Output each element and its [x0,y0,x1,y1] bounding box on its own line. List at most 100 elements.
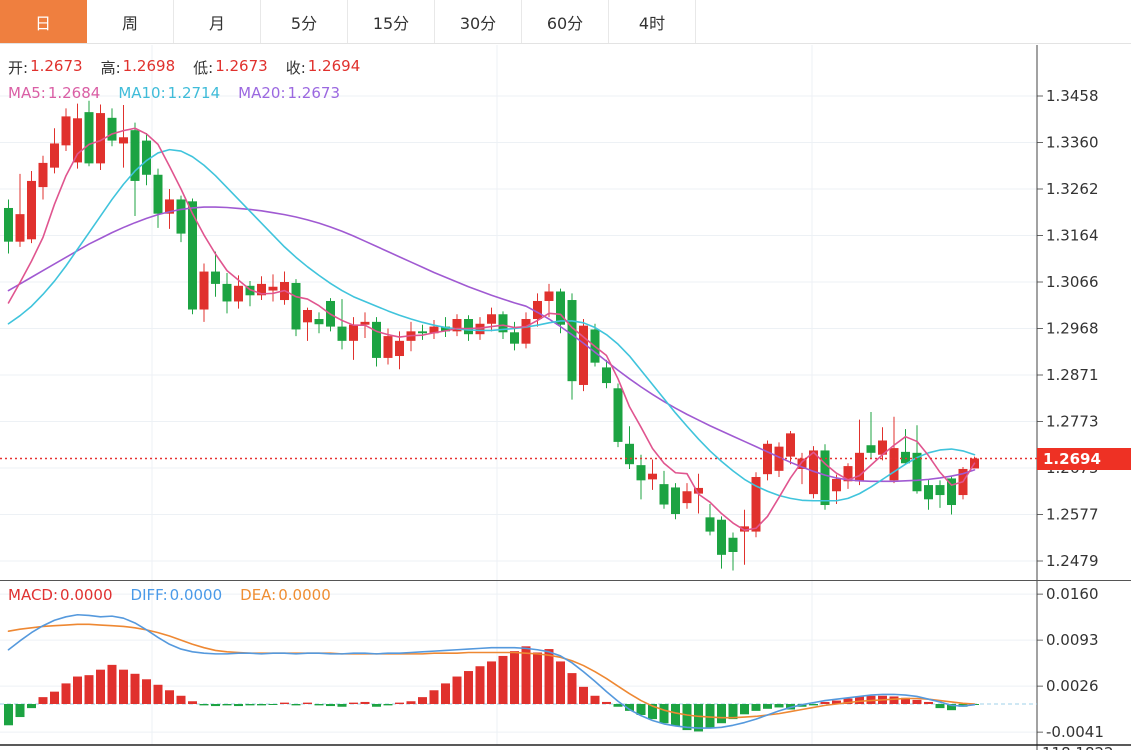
candle-body [935,485,945,496]
macd-bar [659,704,669,724]
candle-body [337,326,347,341]
macd-bar [602,701,611,704]
candle-body [107,117,117,141]
candle-body [786,433,795,457]
candle-body [613,388,623,442]
macd-bar [705,704,715,729]
tab-week[interactable]: 周 [87,0,174,43]
candle-body [855,452,864,482]
price-tick-label: 1.2968 [1046,320,1099,338]
macd-bar [303,702,312,704]
macd-bar [843,698,853,704]
macd-bar [142,679,151,704]
ma20-value: MA20: 1.2673 [238,84,340,102]
candle-body [50,143,59,168]
macd-bar [475,666,485,704]
candle-body [234,285,243,302]
candle-body [199,271,209,310]
macd-bar [291,704,301,706]
high-value: 高: 1.2698 [100,57,176,77]
macd-bar [406,701,416,704]
ohlc-legend: 开: 1.2673 高: 1.2698 低: 1.2673 收: 1.2694 [8,57,360,78]
macd-bar [740,704,749,715]
candle-body [441,326,450,332]
macd-bar [188,701,197,704]
ma10-line [7,148,976,502]
candle-body [96,113,105,164]
candle-body [947,478,956,506]
candle-body [556,291,565,325]
tab-30min[interactable]: 30分 [435,0,522,43]
macd-bar [487,661,496,704]
candle-body [153,174,163,214]
candle-body [61,116,71,146]
macd-bar [452,676,462,704]
diff-value: DIFF: 0.0000 [130,586,223,604]
macd-legend: MACD: 0.0000 DIFF: 0.0000 DEA: 0.0000 [8,586,331,604]
tab-60min[interactable]: 60分 [522,0,609,43]
candle-body [648,473,657,480]
tab-day[interactable]: 日 [0,0,87,43]
macd-bar [84,675,94,704]
candle-body [705,517,715,532]
candle-body [303,309,312,323]
open-value: 开: 1.2673 [8,57,83,77]
candle-body [774,446,784,471]
macd-bar [107,664,117,704]
macd-bar [498,655,508,704]
candle-body [510,332,519,344]
candle-body [763,443,772,475]
macd-bar [590,695,600,704]
macd-bar [613,704,623,707]
macd-tick-label: 0.0026 [1046,677,1099,695]
candlestick-chart[interactable]: 1.3458 1.3360 1.3262 1.3164 1.3066 1.2968 1.28… [0,45,1131,580]
macd-bar [222,704,232,706]
tab-month[interactable]: 月 [174,0,261,43]
dea-value: DEA: 0.0000 [240,586,331,604]
candle-body [797,458,807,469]
macd-tick-label: 0.0093 [1046,631,1099,649]
macd-bar [234,704,243,707]
ma5-line [7,127,976,531]
macd-bar [199,704,209,706]
candle-body [291,282,301,330]
macd-bar [96,669,105,704]
candle-body [73,118,82,163]
ma-legend: MA5: 1.2684 MA10: 1.2714 MA20: 1.2673 [8,84,340,102]
macd-bar [27,704,36,709]
candle-body [119,137,128,144]
macd-bar [728,704,738,720]
tab-4hour[interactable]: 4时 [609,0,696,43]
tab-5min[interactable]: 5分 [261,0,348,43]
macd-bar [268,704,278,705]
candle-body [475,323,485,335]
macd-chart[interactable]: 0.0160 0.0093 0.0026 -0.0041 [0,580,1131,750]
macd-bar [521,646,531,704]
candle-body [544,291,554,301]
close-value: 收: 1.2694 [285,57,361,77]
macd-bar [326,704,335,707]
macd-histogram-layer [4,646,979,732]
macd-bar [935,704,945,709]
macd-bar [395,702,404,704]
candle-body [498,314,508,333]
candle-body [820,450,830,506]
candle-body [889,448,899,481]
price-tick-label: 1.2871 [1046,366,1099,384]
tab-15min[interactable]: 15分 [348,0,435,43]
macd-bar [280,702,289,704]
candle-body [728,537,738,552]
macd-bar [372,704,381,707]
candle-body [268,286,278,291]
macd-bar [751,704,761,711]
candle-body [130,130,140,181]
macd-bar [211,704,220,707]
macd-bar [556,661,565,704]
candle-body [84,112,94,164]
macd-bar [314,704,324,706]
ma20-line [7,206,976,483]
candle-body [15,214,25,242]
price-tick-label: 1.3360 [1046,134,1099,152]
macd-bar [245,704,255,706]
